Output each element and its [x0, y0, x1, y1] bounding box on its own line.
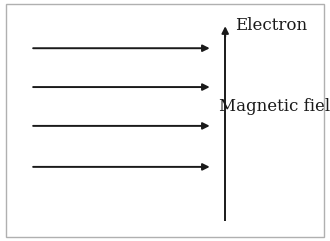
Text: Electron: Electron [235, 17, 307, 34]
Text: Magnetic field: Magnetic field [219, 98, 330, 115]
